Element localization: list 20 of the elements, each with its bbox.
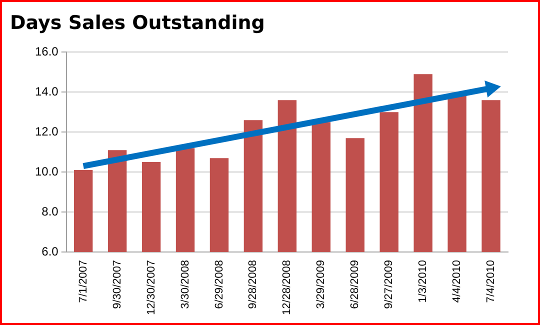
x-tick-label: 12/28/2008 <box>281 260 294 316</box>
x-tick-label: 9/30/2007 <box>111 260 124 309</box>
x-tick-label: 7/1/2007 <box>77 260 90 303</box>
x-tick-label: 12/30/2007 <box>145 260 158 316</box>
x-tick-label: 7/4/2010 <box>485 260 498 303</box>
x-tick-label: 9/27/2009 <box>383 260 396 309</box>
chart-title: Days Sales Outstanding <box>10 12 265 34</box>
y-tick-label: 16.0 <box>34 44 59 59</box>
y-tick-label: 10.0 <box>34 164 59 178</box>
y-tick-label: 6.0 <box>42 244 59 258</box>
x-tick-label: 1/3/2010 <box>417 260 430 303</box>
y-tick-label: 8.0 <box>42 204 59 218</box>
x-tick-label: 4/4/2010 <box>451 260 464 303</box>
x-tick-label: 6/28/2009 <box>349 260 362 309</box>
y-tick-label: 14.0 <box>34 84 59 98</box>
x-tick-label: 6/29/2008 <box>213 260 226 309</box>
x-tick-label: 9/28/2008 <box>247 260 260 309</box>
x-tick-label: 3/29/2009 <box>315 260 328 309</box>
y-tick-label: 12.0 <box>34 124 59 138</box>
x-tick-label: 3/30/2008 <box>179 260 192 309</box>
